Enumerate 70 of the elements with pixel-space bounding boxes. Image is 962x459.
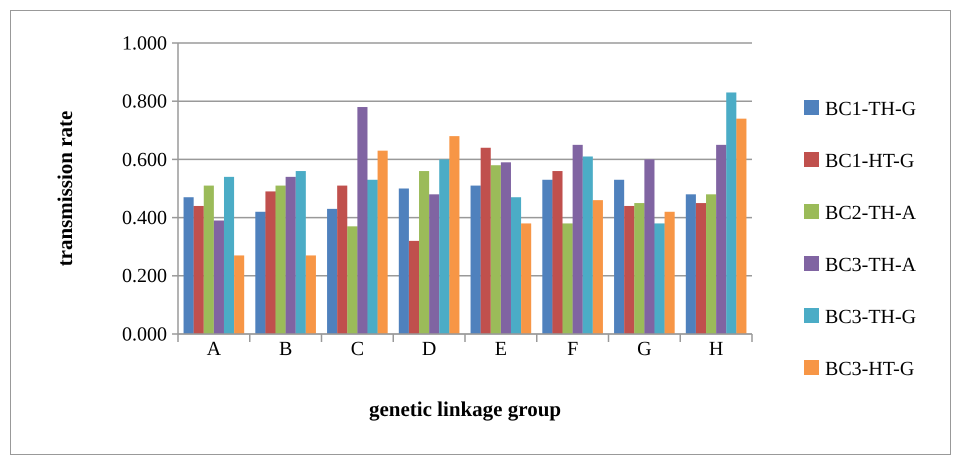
y-tick-label: 0.600 xyxy=(122,148,167,171)
bar xyxy=(521,223,532,334)
bar xyxy=(470,186,481,334)
bar xyxy=(480,148,491,334)
bar xyxy=(419,171,430,334)
bar xyxy=(286,176,296,334)
bar xyxy=(224,176,234,334)
bar xyxy=(654,223,665,334)
y-tick-label: 0.400 xyxy=(122,207,167,229)
legend-label: BC2-TH-A xyxy=(825,202,917,224)
bar xyxy=(439,159,450,334)
bar xyxy=(276,186,286,334)
bar xyxy=(429,194,440,334)
bar xyxy=(592,200,603,334)
legend-label: BC3-TH-A xyxy=(825,254,917,276)
y-tick-label: 0.000 xyxy=(122,323,167,346)
bar xyxy=(552,171,563,334)
x-axis-title: genetic linkage group xyxy=(368,397,562,421)
bar xyxy=(449,136,460,334)
bar xyxy=(686,194,696,334)
legend-label: BC3-HT-G xyxy=(825,358,914,380)
bar xyxy=(542,180,552,334)
bar xyxy=(490,165,501,334)
bar xyxy=(194,206,204,334)
bar xyxy=(347,226,358,334)
y-tick-label: 0.800 xyxy=(122,90,167,113)
x-tick-label: D xyxy=(422,338,436,360)
bar xyxy=(255,212,266,334)
bar xyxy=(214,220,224,334)
bar xyxy=(624,206,634,334)
bar xyxy=(408,240,420,334)
bar xyxy=(367,180,378,334)
x-tick-label: H xyxy=(708,338,724,360)
y-tick-label: 1.000 xyxy=(122,32,167,54)
y-tick-label: 0.200 xyxy=(122,265,167,288)
legend-label: BC1-TH-G xyxy=(825,98,916,120)
bar xyxy=(337,186,348,334)
x-tick-label: E xyxy=(494,338,507,360)
bar xyxy=(500,162,511,334)
bar xyxy=(696,203,706,334)
bar xyxy=(306,255,316,334)
bar xyxy=(204,186,214,334)
legend-label: BC3-TH-G xyxy=(825,306,916,328)
bar xyxy=(327,208,338,334)
bar xyxy=(562,223,573,334)
bar xyxy=(664,212,675,334)
x-tick-label: C xyxy=(350,338,364,360)
bar xyxy=(716,144,726,334)
bar xyxy=(398,188,409,334)
bar xyxy=(234,255,244,334)
bar xyxy=(378,150,388,334)
bar xyxy=(644,159,654,334)
bar xyxy=(184,197,194,334)
x-tick-label: G xyxy=(637,338,652,360)
bar xyxy=(634,203,644,334)
bar xyxy=(265,191,276,334)
bar xyxy=(582,156,593,334)
bar xyxy=(510,197,522,334)
x-tick-label: F xyxy=(567,338,578,360)
x-tick-label: B xyxy=(278,338,292,360)
bar xyxy=(614,180,624,334)
bar xyxy=(736,118,746,334)
bar xyxy=(706,194,716,334)
bar xyxy=(296,171,306,334)
bar xyxy=(726,92,736,334)
x-tick-label: A xyxy=(206,338,222,360)
bar xyxy=(572,144,583,334)
y-axis-title: transmission rate xyxy=(53,110,77,266)
bar xyxy=(357,107,368,334)
legend-label: BC1-HT-G xyxy=(825,150,914,172)
